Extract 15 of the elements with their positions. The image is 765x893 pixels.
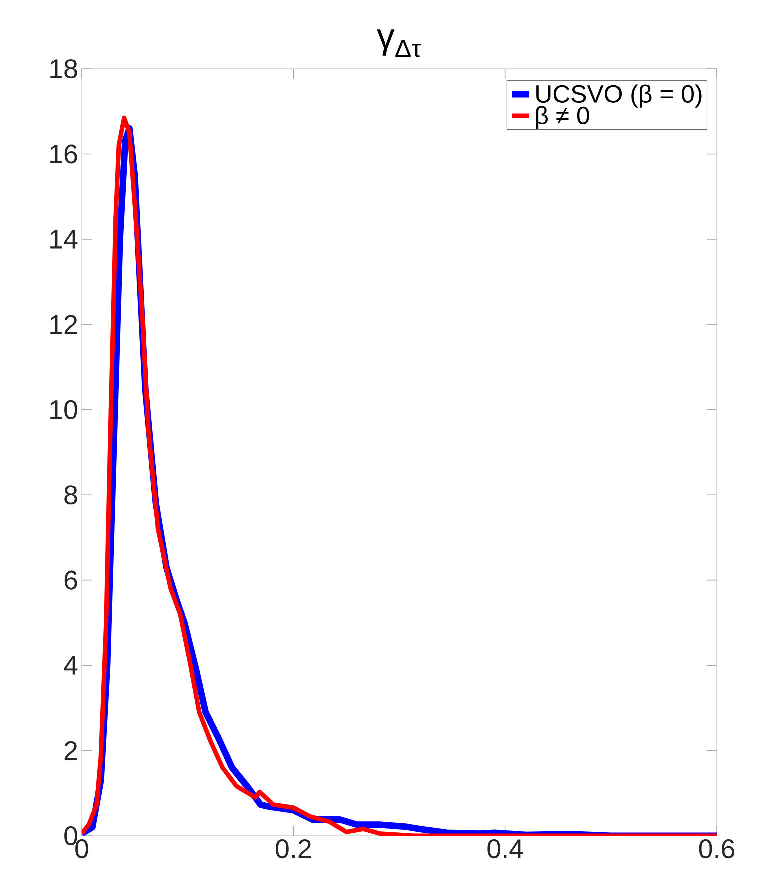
- y-tick-label: 6: [64, 570, 78, 590]
- y-tick-label: 18: [50, 59, 78, 79]
- y-tick-label: 0: [64, 826, 78, 846]
- y-tick-label: 4: [64, 656, 78, 675]
- x-tick-label: 0.2: [276, 840, 312, 859]
- y-tick-label: 14: [50, 230, 78, 249]
- y-tick-label: 12: [50, 315, 78, 334]
- y-tick-label: 16: [50, 144, 78, 164]
- legend-label: β ≠ 0: [536, 106, 590, 130]
- x-tick-label: 0.6: [699, 840, 735, 859]
- x-tick-label: 0.4: [488, 840, 524, 859]
- y-tick-label: 2: [64, 741, 78, 760]
- chart-title: γ$_{Δτ}$: [377, 30, 422, 58]
- y-tick-label: 10: [50, 400, 78, 420]
- y-tick-label: 8: [64, 486, 78, 505]
